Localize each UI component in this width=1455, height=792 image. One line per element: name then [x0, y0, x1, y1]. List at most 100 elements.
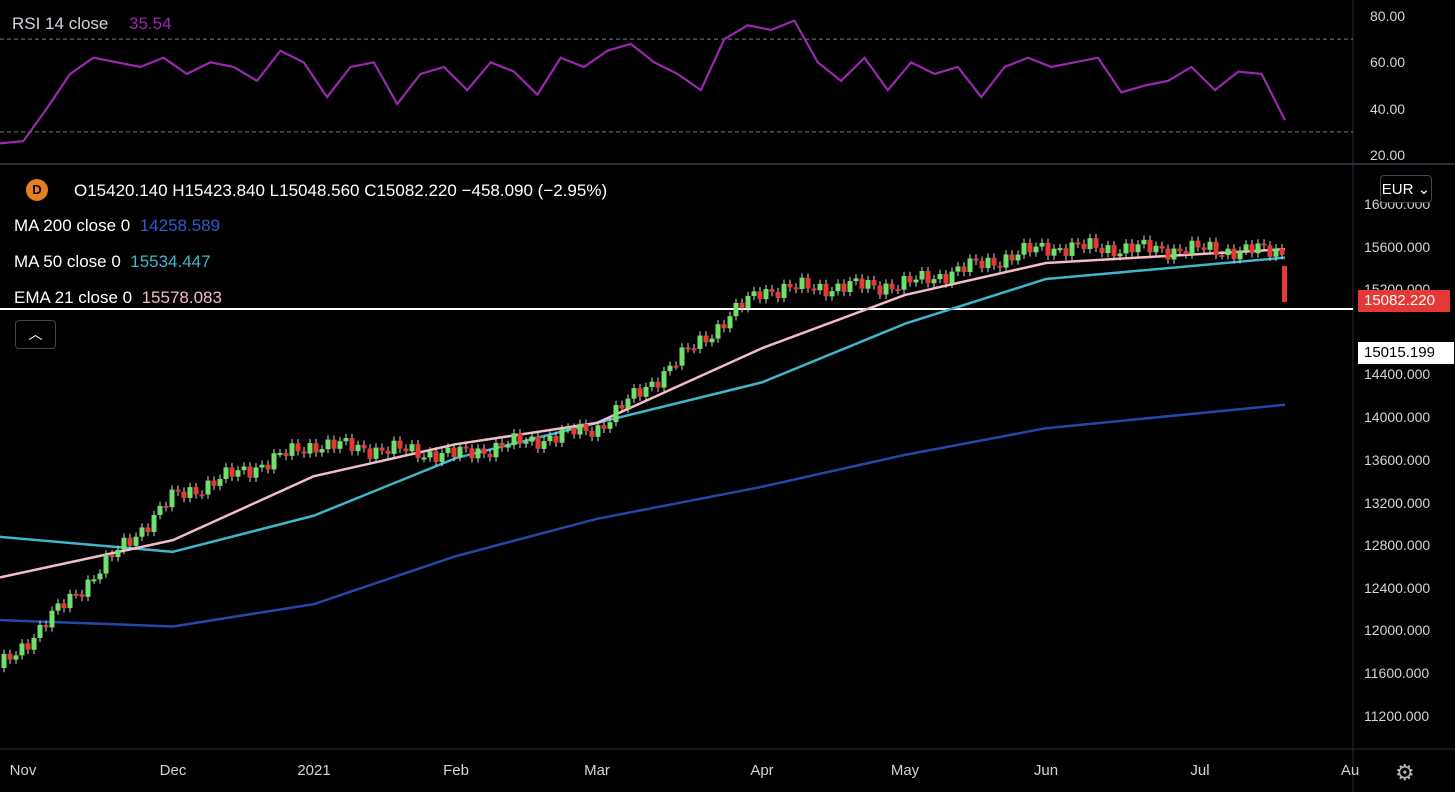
candle-down	[109, 554, 115, 558]
time-axis-label: May	[891, 762, 920, 779]
candle-up	[67, 593, 73, 609]
candle-up	[55, 603, 61, 611]
candle-down	[487, 453, 493, 458]
candle-down	[1075, 242, 1081, 245]
candle-up	[1255, 243, 1261, 254]
candle-up	[955, 266, 961, 272]
candle-down	[499, 442, 505, 448]
candle-up	[631, 388, 637, 399]
rsi-axis-label: 60.00	[1370, 54, 1405, 70]
candle-up	[475, 448, 481, 459]
candle-up	[559, 428, 565, 443]
collapse-legend-button[interactable]: ︿	[15, 320, 56, 349]
candle-up	[457, 446, 463, 458]
candle-up	[733, 302, 739, 317]
candle-down	[229, 467, 235, 477]
candle-down	[721, 324, 727, 329]
candle-up	[85, 579, 91, 597]
candle-down	[43, 624, 49, 628]
candle-up	[217, 478, 223, 486]
candle-up	[817, 283, 823, 291]
ma200-legend[interactable]: MA 200 close 0 14258.589	[14, 216, 220, 236]
symbol-badge[interactable]: D	[26, 179, 48, 201]
price-axis-label: 12000.000	[1364, 622, 1430, 638]
candle-up	[1237, 250, 1243, 260]
candle-down	[787, 283, 793, 288]
candle-down	[331, 439, 337, 449]
candle-up	[1015, 254, 1021, 261]
candle-down	[193, 487, 199, 495]
candle-up	[1, 653, 7, 669]
candle-up	[613, 405, 619, 423]
candle-down	[1099, 247, 1105, 254]
candle-up	[715, 324, 721, 339]
candle-down	[583, 423, 589, 431]
price-axis-label: 13600.000	[1364, 452, 1430, 468]
ma50-value: 15534.447	[130, 252, 211, 271]
candle-up	[343, 438, 349, 442]
candle-up	[595, 425, 601, 437]
candle-down	[1159, 245, 1165, 249]
candle-up	[643, 386, 649, 397]
candle-down	[469, 448, 475, 459]
candle-down	[361, 444, 367, 449]
candle-up	[373, 447, 379, 459]
ema21-path	[0, 247, 1286, 579]
candle-up	[505, 444, 511, 448]
candle-up	[103, 554, 109, 574]
candle-up	[427, 451, 433, 458]
candle-up	[421, 457, 427, 460]
candle-down	[1027, 242, 1033, 253]
candle-down	[1045, 242, 1051, 256]
candle-up	[1171, 248, 1177, 260]
price-axis-label: 12800.000	[1364, 537, 1430, 553]
candle-up	[547, 435, 553, 442]
candle-down	[385, 450, 391, 454]
currency-dropdown[interactable]: EUR ⌄	[1380, 175, 1432, 203]
candle-down	[1213, 241, 1219, 256]
candle-down	[823, 283, 829, 297]
candle-down	[1165, 248, 1171, 260]
hline-price-tag: 15015.199	[1358, 342, 1454, 364]
candle-up	[409, 444, 415, 452]
candle-up	[1039, 242, 1045, 247]
candle-up	[337, 441, 343, 449]
candle-up	[1105, 245, 1111, 254]
candle-up	[187, 487, 193, 499]
candle-up	[157, 505, 163, 515]
ma200-value: 14258.589	[139, 216, 221, 235]
candle-last	[1282, 266, 1287, 302]
candle-up	[289, 443, 295, 456]
candle-down	[997, 265, 1003, 268]
ema21-legend[interactable]: EMA 21 close 0 15578.083	[14, 288, 222, 308]
candle-down	[313, 443, 319, 453]
candle-down	[757, 291, 763, 300]
candle-up	[1243, 244, 1249, 251]
candle-up	[607, 422, 613, 429]
ma50-legend[interactable]: MA 50 close 0 15534.447	[14, 252, 211, 272]
candle-up	[679, 347, 685, 366]
candle-down	[1009, 254, 1015, 261]
candle-down	[1177, 248, 1183, 252]
gear-icon[interactable]: ⚙	[1395, 760, 1415, 785]
candle-up	[307, 443, 313, 454]
candle-up	[835, 283, 841, 292]
candle-down	[7, 653, 13, 660]
candle-down	[1081, 243, 1087, 249]
ma50-label: MA 50 close 0	[14, 252, 121, 271]
candle-down	[247, 466, 253, 478]
rsi-value: 35.54	[129, 14, 172, 33]
candle-up	[1003, 254, 1009, 268]
candle-down	[181, 491, 187, 499]
time-axis-label: Nov	[10, 762, 37, 779]
candle-up	[37, 624, 43, 638]
ma200-path	[0, 403, 1286, 628]
candle-up	[799, 277, 805, 289]
candles-group	[1, 233, 1287, 673]
ema21-label: EMA 21 close 0	[14, 288, 133, 307]
candle-up	[1123, 243, 1129, 254]
candle-up	[1189, 240, 1195, 255]
candle-down	[433, 451, 439, 462]
candle-down	[685, 347, 691, 350]
